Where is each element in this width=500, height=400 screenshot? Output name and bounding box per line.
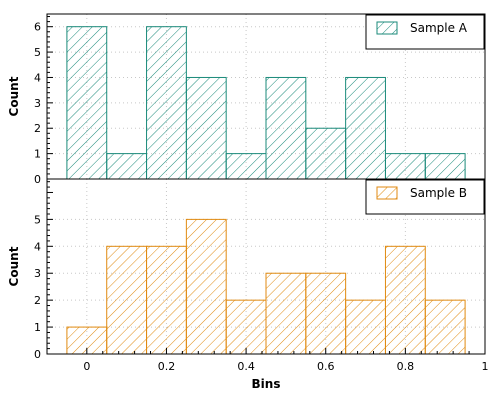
y-axis: 0 1 2 3 4 5 (34, 181, 53, 361)
bar-sample-a-7 (345, 76, 386, 180)
y-axis-title: Count (7, 76, 21, 116)
bar-sample-a-4 (225, 153, 267, 180)
bar-sample-a-8 (384, 153, 426, 180)
plot-frame (46, 178, 486, 355)
bar-sample-a-5 (265, 76, 307, 180)
bar-sample-b-5 (265, 272, 307, 355)
bar-sample-b-8 (384, 245, 426, 355)
bar-sample-b-9 (424, 299, 466, 355)
y-tick-label: 2 (34, 122, 41, 135)
y-axis-title: Count (7, 246, 21, 286)
bar-sample-b-1 (106, 245, 148, 355)
bar-sample-a-3 (185, 76, 227, 180)
panel-2: 0 1 2 3 4 5 Count Sample B (7, 178, 486, 361)
y-tick-label: 4 (34, 240, 41, 253)
bar-sample-b-3 (185, 218, 227, 355)
legend: Sample B (365, 179, 485, 215)
legend-swatch (376, 21, 398, 35)
y-tick-label: 5 (34, 213, 41, 226)
y-tick-label: 2 (34, 294, 41, 307)
x-tick-label: 0.2 (158, 360, 176, 373)
legend-swatch (376, 186, 398, 200)
bar-sample-b-4 (225, 299, 267, 355)
x-tick-label: 0.4 (237, 360, 255, 373)
bar-sample-a-6 (305, 127, 347, 180)
y-axis: 0 1 2 3 4 5 6 (34, 16, 53, 186)
bars (66, 218, 466, 355)
bar-sample-a-9 (424, 153, 466, 180)
y-tick-label: 4 (34, 71, 41, 84)
y-tick-label: 6 (34, 21, 41, 34)
y-tick-label: 1 (34, 148, 41, 161)
y-tick-label: 3 (34, 97, 41, 110)
y-tick-label: 0 (34, 348, 41, 361)
bar-sample-b-2 (146, 245, 187, 355)
panel-1: 0 1 2 3 4 5 6 Count Sample A (7, 13, 486, 186)
y-tick-label: 3 (34, 267, 41, 280)
bar-sample-a-0 (66, 26, 108, 180)
bar-sample-a-1 (106, 153, 148, 180)
x-tick-label: 0.6 (317, 360, 335, 373)
bar-sample-a-2 (146, 26, 187, 180)
bars (66, 26, 466, 180)
x-tick-label: 0.8 (397, 360, 415, 373)
x-axis-title: Bins (252, 377, 281, 391)
legend-label: Sample B (410, 186, 467, 200)
bar-sample-b-7 (345, 299, 386, 355)
x-axis: 0 0.2 0.4 0.6 0.8 1 Bins (83, 348, 489, 391)
bar-sample-b-6 (305, 272, 347, 355)
legend-label: Sample A (410, 21, 468, 35)
legend: Sample A (365, 14, 485, 50)
y-tick-label: 5 (34, 46, 41, 59)
x-tick-label: 0 (83, 360, 90, 373)
y-tick-label: 0 (34, 173, 41, 186)
x-tick-label: 1 (482, 360, 489, 373)
y-tick-label: 1 (34, 321, 41, 334)
